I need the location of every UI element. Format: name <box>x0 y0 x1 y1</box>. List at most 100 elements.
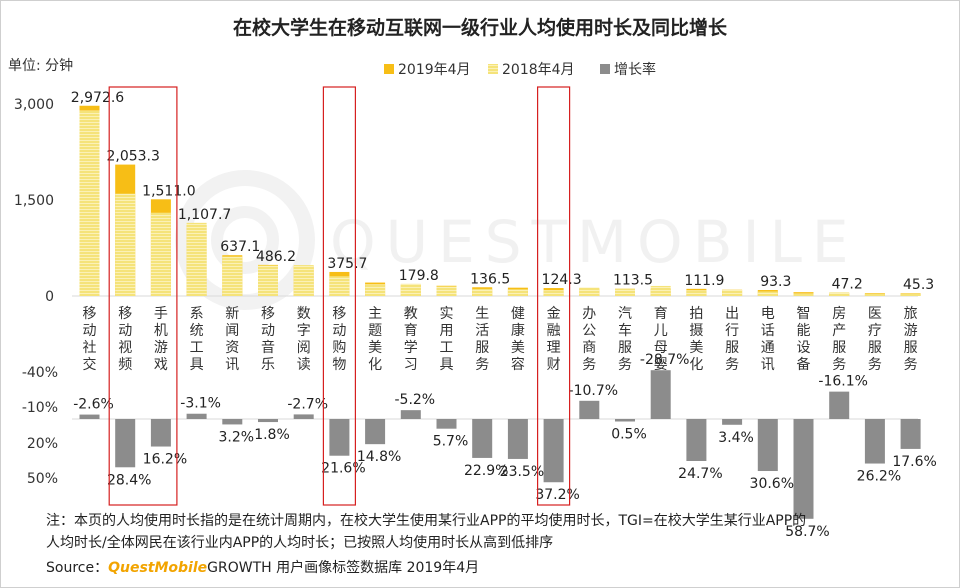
y-tick-bottom: -40% <box>22 365 58 381</box>
growth-bar <box>722 419 743 425</box>
growth-bar <box>543 419 564 483</box>
chart-title: 在校大学生在移动互联网一级行业人均使用时长及同比增长 <box>233 16 728 39</box>
growth-label: -2.7% <box>287 396 328 412</box>
value-label: 2,053.3 <box>106 149 159 165</box>
y-tick-top: 0 <box>45 289 54 305</box>
category-label: 汽车服务 <box>618 306 632 373</box>
bar-2018 <box>543 290 564 296</box>
legend-label-growth: 增长率 <box>614 61 656 78</box>
growth-bar <box>365 419 386 445</box>
bar-2018 <box>115 193 136 296</box>
value-label: 179.8 <box>399 268 439 284</box>
value-label: 2,972.6 <box>71 90 125 106</box>
growth-bar <box>579 400 600 419</box>
growth-bar <box>150 419 171 447</box>
growth-label: 3.2% <box>219 429 255 445</box>
source-label: Source： <box>46 560 109 576</box>
growth-label: -3.1% <box>180 396 221 412</box>
y-tick-bottom: -10% <box>22 400 58 416</box>
growth-bar <box>900 419 921 449</box>
bar-2018 <box>864 293 885 296</box>
growth-label: 5.7% <box>433 434 469 450</box>
growth-bar <box>686 419 707 461</box>
bar-2018 <box>258 265 278 296</box>
category-label: 实用工具 <box>440 306 454 373</box>
growth-label: -28.7% <box>640 352 690 368</box>
growth-bar <box>757 419 778 472</box>
growth-label: -5.2% <box>394 392 435 408</box>
y-tick-bottom: 20% <box>27 436 58 452</box>
source-brand: QuestMobile <box>108 560 208 576</box>
category-label: 出行服务 <box>725 306 739 373</box>
highlight-box <box>322 86 356 506</box>
bar-2018 <box>79 110 100 296</box>
growth-bar <box>79 414 100 419</box>
bar-2018 <box>686 290 707 296</box>
growth-bar <box>222 419 243 425</box>
unit-label: 单位: 分钟 <box>8 57 73 74</box>
y-tick-bottom: 50% <box>27 471 58 487</box>
growth-label: 21.6% <box>321 461 365 477</box>
footnote-line-1: 注：本页的人均使用时长指的是在统计周期内，在校大学生使用某行业APP的平均使用时… <box>46 513 807 529</box>
growth-label: 37.2% <box>535 487 579 503</box>
bar-2018 <box>150 212 171 296</box>
category-label: 系统工具 <box>190 306 204 373</box>
growth-label: 3.4% <box>718 430 754 446</box>
value-label: 47.2 <box>832 276 863 292</box>
category-label: 健康美容 <box>511 306 525 373</box>
legend-swatch-growth <box>600 64 610 74</box>
y-tick-top: 3,000 <box>14 97 54 113</box>
highlight-box <box>108 86 178 506</box>
bar-2018 <box>829 292 850 296</box>
watermark-ring-icon <box>175 170 315 310</box>
category-label: 智能设备 <box>797 306 811 373</box>
category-label: 主题美化 <box>368 306 382 373</box>
source-line: Source：QuestMobileGROWTH 用户画像标签数据库 2019年… <box>46 557 479 577</box>
growth-label: 16.2% <box>143 452 187 468</box>
value-label: 486.2 <box>256 249 296 265</box>
growth-label: 17.6% <box>892 454 936 470</box>
growth-bar <box>472 419 493 458</box>
bar-2018 <box>400 283 421 296</box>
growth-label: 0.5% <box>611 427 647 443</box>
growth-label: 22.9% <box>464 463 508 479</box>
highlight-box <box>536 86 571 506</box>
growth-bar <box>115 419 136 468</box>
growth-bar <box>829 391 850 419</box>
value-label: 124.3 <box>542 272 582 288</box>
value-label: 375.7 <box>327 256 367 272</box>
bar-2018 <box>793 293 814 296</box>
category-label: 房产服务 <box>832 306 846 373</box>
category-label: 办公商务 <box>582 306 596 373</box>
bar-2018 <box>472 288 493 296</box>
growth-label: 1.8% <box>254 427 290 443</box>
category-label: 手机游戏 <box>154 306 168 373</box>
category-label: 拍摄美化 <box>689 306 703 373</box>
growth-bar <box>329 419 350 456</box>
value-label: 113.5 <box>613 273 653 289</box>
growth-label: 24.7% <box>678 466 722 482</box>
value-label: 1,511.0 <box>142 183 195 199</box>
category-label: 金融理财 <box>547 306 561 373</box>
growth-label: 26.2% <box>857 469 901 485</box>
bar-2018 <box>579 287 600 296</box>
category-label: 新闻资讯 <box>225 306 239 373</box>
value-label: 45.3 <box>903 277 934 293</box>
watermark-text: QUESTMOBILE <box>330 208 859 276</box>
growth-label: 14.8% <box>357 449 401 465</box>
growth-bar <box>400 410 421 419</box>
growth-bar <box>436 419 457 429</box>
growth-label: 28.4% <box>107 472 151 488</box>
growth-bar <box>258 419 278 423</box>
source-rest: GROWTH 用户画像标签数据库 2019年4月 <box>207 560 480 576</box>
bar-2018 <box>329 276 350 296</box>
growth-bar <box>615 419 635 422</box>
bar-2018 <box>436 286 457 296</box>
growth-bar <box>793 419 814 519</box>
bar-2018 <box>900 293 921 296</box>
category-label: 生活服务 <box>475 306 489 373</box>
category-label: 医疗服务 <box>868 306 882 373</box>
category-label: 移动社交 <box>83 306 97 373</box>
category-label: 移动购物 <box>332 306 346 373</box>
